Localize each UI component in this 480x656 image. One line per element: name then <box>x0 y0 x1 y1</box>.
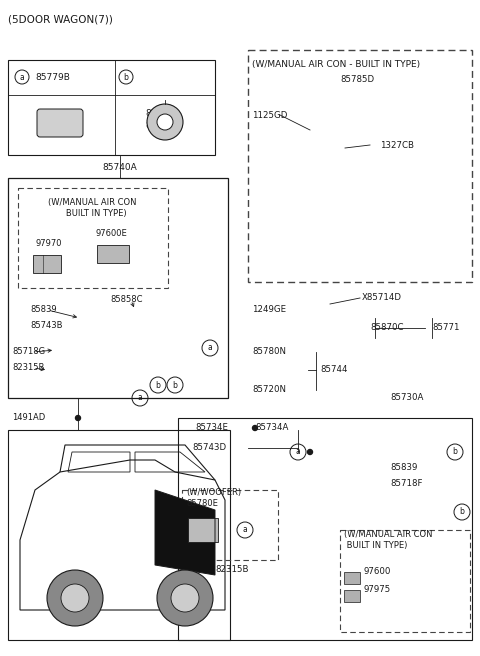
Circle shape <box>75 415 81 420</box>
Circle shape <box>61 584 89 612</box>
Text: 85720N: 85720N <box>252 386 286 394</box>
Circle shape <box>147 104 183 140</box>
Polygon shape <box>155 490 215 575</box>
Text: 85870C: 85870C <box>370 323 404 333</box>
Circle shape <box>252 426 257 430</box>
Text: 85780N: 85780N <box>252 348 286 356</box>
Circle shape <box>157 570 213 626</box>
Text: 85771: 85771 <box>432 323 459 333</box>
Text: 97600E: 97600E <box>95 228 127 237</box>
Text: b: b <box>173 380 178 390</box>
Text: 85734A: 85734A <box>255 424 288 432</box>
Bar <box>340 530 470 632</box>
Text: 85777: 85777 <box>145 108 174 117</box>
Text: 85718G: 85718G <box>12 348 45 356</box>
Bar <box>178 418 472 640</box>
Bar <box>344 590 360 602</box>
Text: b: b <box>453 447 457 457</box>
Text: 1249GE: 1249GE <box>252 306 286 314</box>
Text: b: b <box>156 380 160 390</box>
Bar <box>97 245 129 263</box>
Bar <box>188 518 218 542</box>
Text: 85744: 85744 <box>320 365 348 375</box>
Text: 97970: 97970 <box>35 239 61 247</box>
Text: 85779B: 85779B <box>35 73 70 81</box>
Bar <box>8 60 215 155</box>
Bar <box>8 430 230 640</box>
Bar <box>182 490 278 560</box>
Circle shape <box>157 114 173 130</box>
Text: 85839: 85839 <box>390 464 418 472</box>
Text: 82315B: 82315B <box>215 565 249 575</box>
FancyBboxPatch shape <box>37 109 83 137</box>
Text: 82315B: 82315B <box>12 363 44 373</box>
Text: (W/MANUAL AIR CON - BUILT IN TYPE): (W/MANUAL AIR CON - BUILT IN TYPE) <box>252 60 420 70</box>
Text: a: a <box>208 344 212 352</box>
Text: b: b <box>123 73 129 81</box>
Circle shape <box>171 584 199 612</box>
Text: 85743B: 85743B <box>30 321 62 329</box>
Text: 85740A: 85740A <box>103 163 137 173</box>
Text: 85839: 85839 <box>30 306 57 314</box>
Bar <box>18 188 168 288</box>
Text: 1125GD: 1125GD <box>252 110 288 119</box>
Text: a: a <box>138 394 143 403</box>
Text: (W/MANUAL AIR CON
   BUILT IN TYPE): (W/MANUAL AIR CON BUILT IN TYPE) <box>48 198 136 218</box>
Text: X85714D: X85714D <box>362 293 402 302</box>
Text: 85743D: 85743D <box>192 443 226 453</box>
Text: (W/WOOFER)
85780E: (W/WOOFER) 85780E <box>186 488 241 508</box>
Text: 1491AD: 1491AD <box>12 413 45 422</box>
Text: 97975: 97975 <box>364 586 391 594</box>
Text: a: a <box>20 73 24 81</box>
Text: 85785D: 85785D <box>340 75 374 85</box>
Text: 97600: 97600 <box>364 567 391 577</box>
Text: 85730A: 85730A <box>390 394 423 403</box>
Text: (5DOOR WAGON(7)): (5DOOR WAGON(7)) <box>8 15 113 25</box>
Bar <box>8 178 228 398</box>
Bar <box>33 255 61 273</box>
Text: a: a <box>242 525 247 535</box>
Circle shape <box>47 570 103 626</box>
Text: a: a <box>296 447 300 457</box>
Text: 85858C: 85858C <box>110 295 143 304</box>
Text: (W/MANUAL AIR CON
 BUILT IN TYPE): (W/MANUAL AIR CON BUILT IN TYPE) <box>344 530 432 550</box>
Text: 1327CB: 1327CB <box>380 140 414 150</box>
Bar <box>344 572 360 584</box>
Text: 85718F: 85718F <box>390 478 422 487</box>
Circle shape <box>308 449 312 455</box>
Bar <box>248 50 472 282</box>
Text: b: b <box>459 508 465 516</box>
Text: 85747B: 85747B <box>145 121 180 131</box>
Text: 85734E: 85734E <box>195 424 228 432</box>
